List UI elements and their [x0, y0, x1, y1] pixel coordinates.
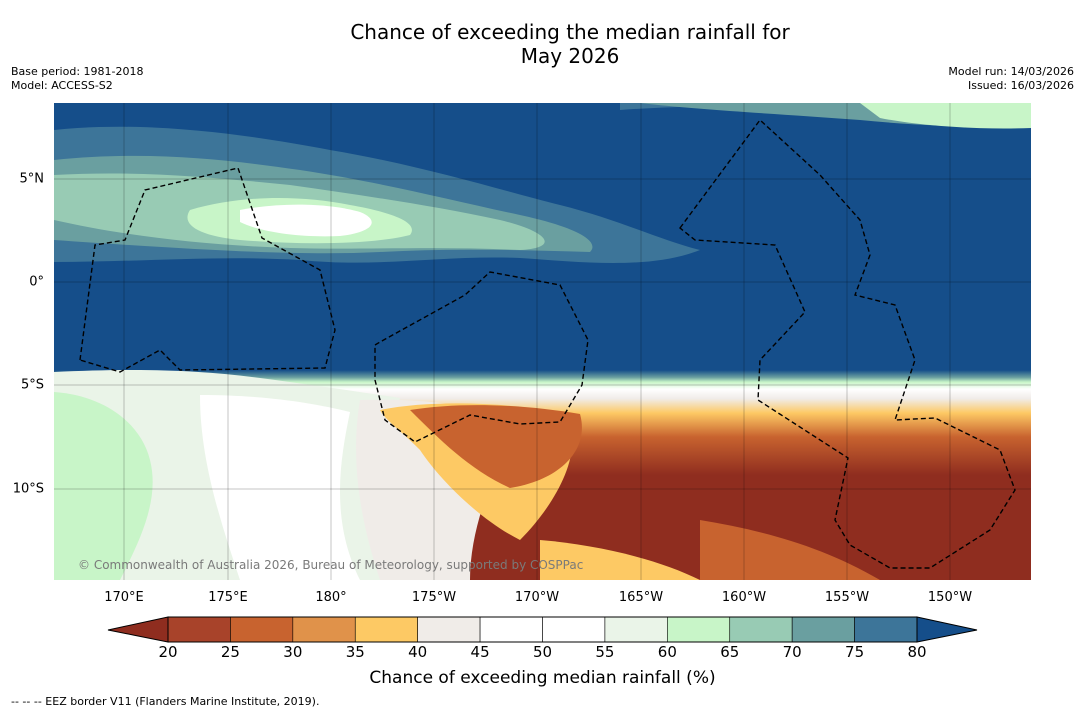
field-band-south-25: [410, 405, 582, 488]
lon-label-165w: 165°W: [618, 590, 664, 605]
map-field: [54, 103, 1031, 580]
colorbar-tick-70: 70: [782, 643, 802, 661]
eez-border-cook-islands: [679, 118, 1016, 569]
colorbar-bin-75-80: [854, 616, 918, 643]
colorbar-tick-80: 80: [907, 643, 927, 661]
field-band-south-25b: [700, 520, 880, 580]
lat-label-eq: 0°: [29, 274, 44, 290]
eez-border-tokelau: [374, 271, 589, 443]
colorbar-bin-45-50: [479, 616, 543, 643]
colorbar-bin-55-60: [604, 616, 668, 643]
lat-label-5s: 5°S: [20, 377, 44, 393]
colorbar-tick-60: 60: [657, 643, 677, 661]
meta-right: Model run: 14/03/2026 Issued: 16/03/2026: [948, 65, 1074, 93]
lon-label-175e: 175°E: [208, 590, 248, 605]
colorbar-tick-35: 35: [345, 643, 365, 661]
lon-label-160w: 160°W: [721, 590, 767, 605]
lon-label-170w: 170°W: [514, 590, 560, 605]
colorbar: [107, 616, 978, 643]
colorbar-tick-20: 20: [158, 643, 178, 661]
lat-label-5n: 5°N: [19, 171, 45, 187]
colorbar-bin-40-45: [417, 616, 481, 643]
lat-label-10s: 10°S: [12, 481, 44, 497]
eez-border-tuvalu: [79, 167, 336, 373]
field-band-south-35b: [540, 540, 700, 580]
colorbar-frame: [167, 616, 918, 643]
title-line-1: Chance of exceeding the median rainfall …: [350, 20, 790, 44]
copyright-text: © Commonwealth of Australia 2026, Bureau…: [78, 558, 584, 572]
lon-label-170e: 170°E: [104, 590, 144, 605]
colorbar-tick-40: 40: [408, 643, 428, 661]
base-period-text: Base period: 1981-2018: [11, 65, 144, 78]
colorbar-bin-70-75: [791, 616, 855, 643]
eez-footnote: -- -- -- EEZ border V11 (Flanders Marine…: [11, 695, 320, 708]
lon-label-150w: 150°W: [927, 590, 973, 605]
field-band-south-50: [200, 395, 360, 580]
colorbar-bin-20-25: [167, 616, 231, 643]
meta-left: Base period: 1981-2018 Model: ACCESS-S2: [11, 65, 143, 93]
eez-borders: [79, 118, 1016, 569]
model-text: Model: ACCESS-S2: [11, 79, 113, 92]
colorbar-tick-65: 65: [720, 643, 740, 661]
colorbar-title: Chance of exceeding median rainfall (%): [369, 668, 716, 688]
lon-label-155w: 155°W: [824, 590, 870, 605]
colorbar-tick-25: 25: [220, 643, 240, 661]
field-band-55: [240, 204, 372, 237]
colorbar-under-arrow: [107, 616, 169, 643]
colorbar-tick-50: 50: [532, 643, 553, 661]
colorbar-bin-50-55: [542, 616, 606, 643]
field-band-top-60: [860, 103, 1031, 129]
colorbar-bin-30-35: [292, 616, 356, 643]
colorbar-tick-55: 55: [595, 643, 615, 661]
colorbar-bins: [167, 616, 918, 643]
colorbar-over-arrow: [916, 616, 978, 643]
colorbar-tick-30: 30: [283, 643, 303, 661]
colorbar-bin-60-65: [667, 616, 731, 643]
colorbar-tick-45: 45: [470, 643, 490, 661]
colorbar-bin-25-30: [230, 616, 294, 643]
lon-label-180: 180°: [315, 590, 347, 605]
graticule: [54, 103, 1031, 580]
issued-text: Issued: 16/03/2026: [967, 79, 1074, 92]
colorbar-bin-65-70: [729, 616, 793, 643]
title-line-2: May 2026: [520, 44, 620, 68]
map-title: Chance of exceeding the median rainfall …: [0, 20, 1085, 68]
colorbar-tick-75: 75: [845, 643, 865, 661]
field-band-south-65: [54, 392, 153, 580]
lon-label-175w: 175°W: [411, 590, 457, 605]
model-run-text: Model run: 14/03/2026: [948, 65, 1074, 78]
colorbar-bin-35-40: [354, 616, 418, 643]
